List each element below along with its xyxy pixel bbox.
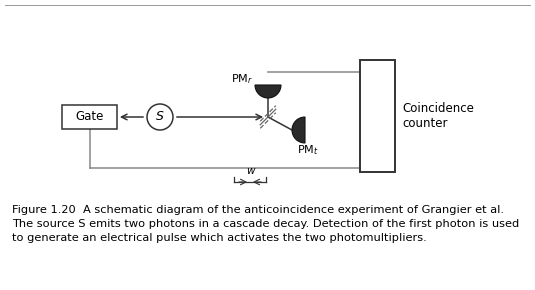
Text: w: w [246, 166, 254, 176]
Wedge shape [255, 85, 281, 98]
Text: S: S [156, 110, 164, 124]
Text: PM$_t$: PM$_t$ [297, 143, 319, 157]
Wedge shape [292, 117, 305, 143]
Text: PM$_r$: PM$_r$ [231, 72, 253, 86]
Text: Coincidence
counter: Coincidence counter [402, 102, 474, 130]
Bar [360, 60, 395, 172]
Circle shape [147, 104, 173, 130]
Text: Gate: Gate [75, 110, 104, 124]
Bar [62, 105, 117, 129]
Text: Figure 1.20  A schematic diagram of the anticoincidence experiment of Grangier e: Figure 1.20 A schematic diagram of the a… [12, 205, 519, 243]
